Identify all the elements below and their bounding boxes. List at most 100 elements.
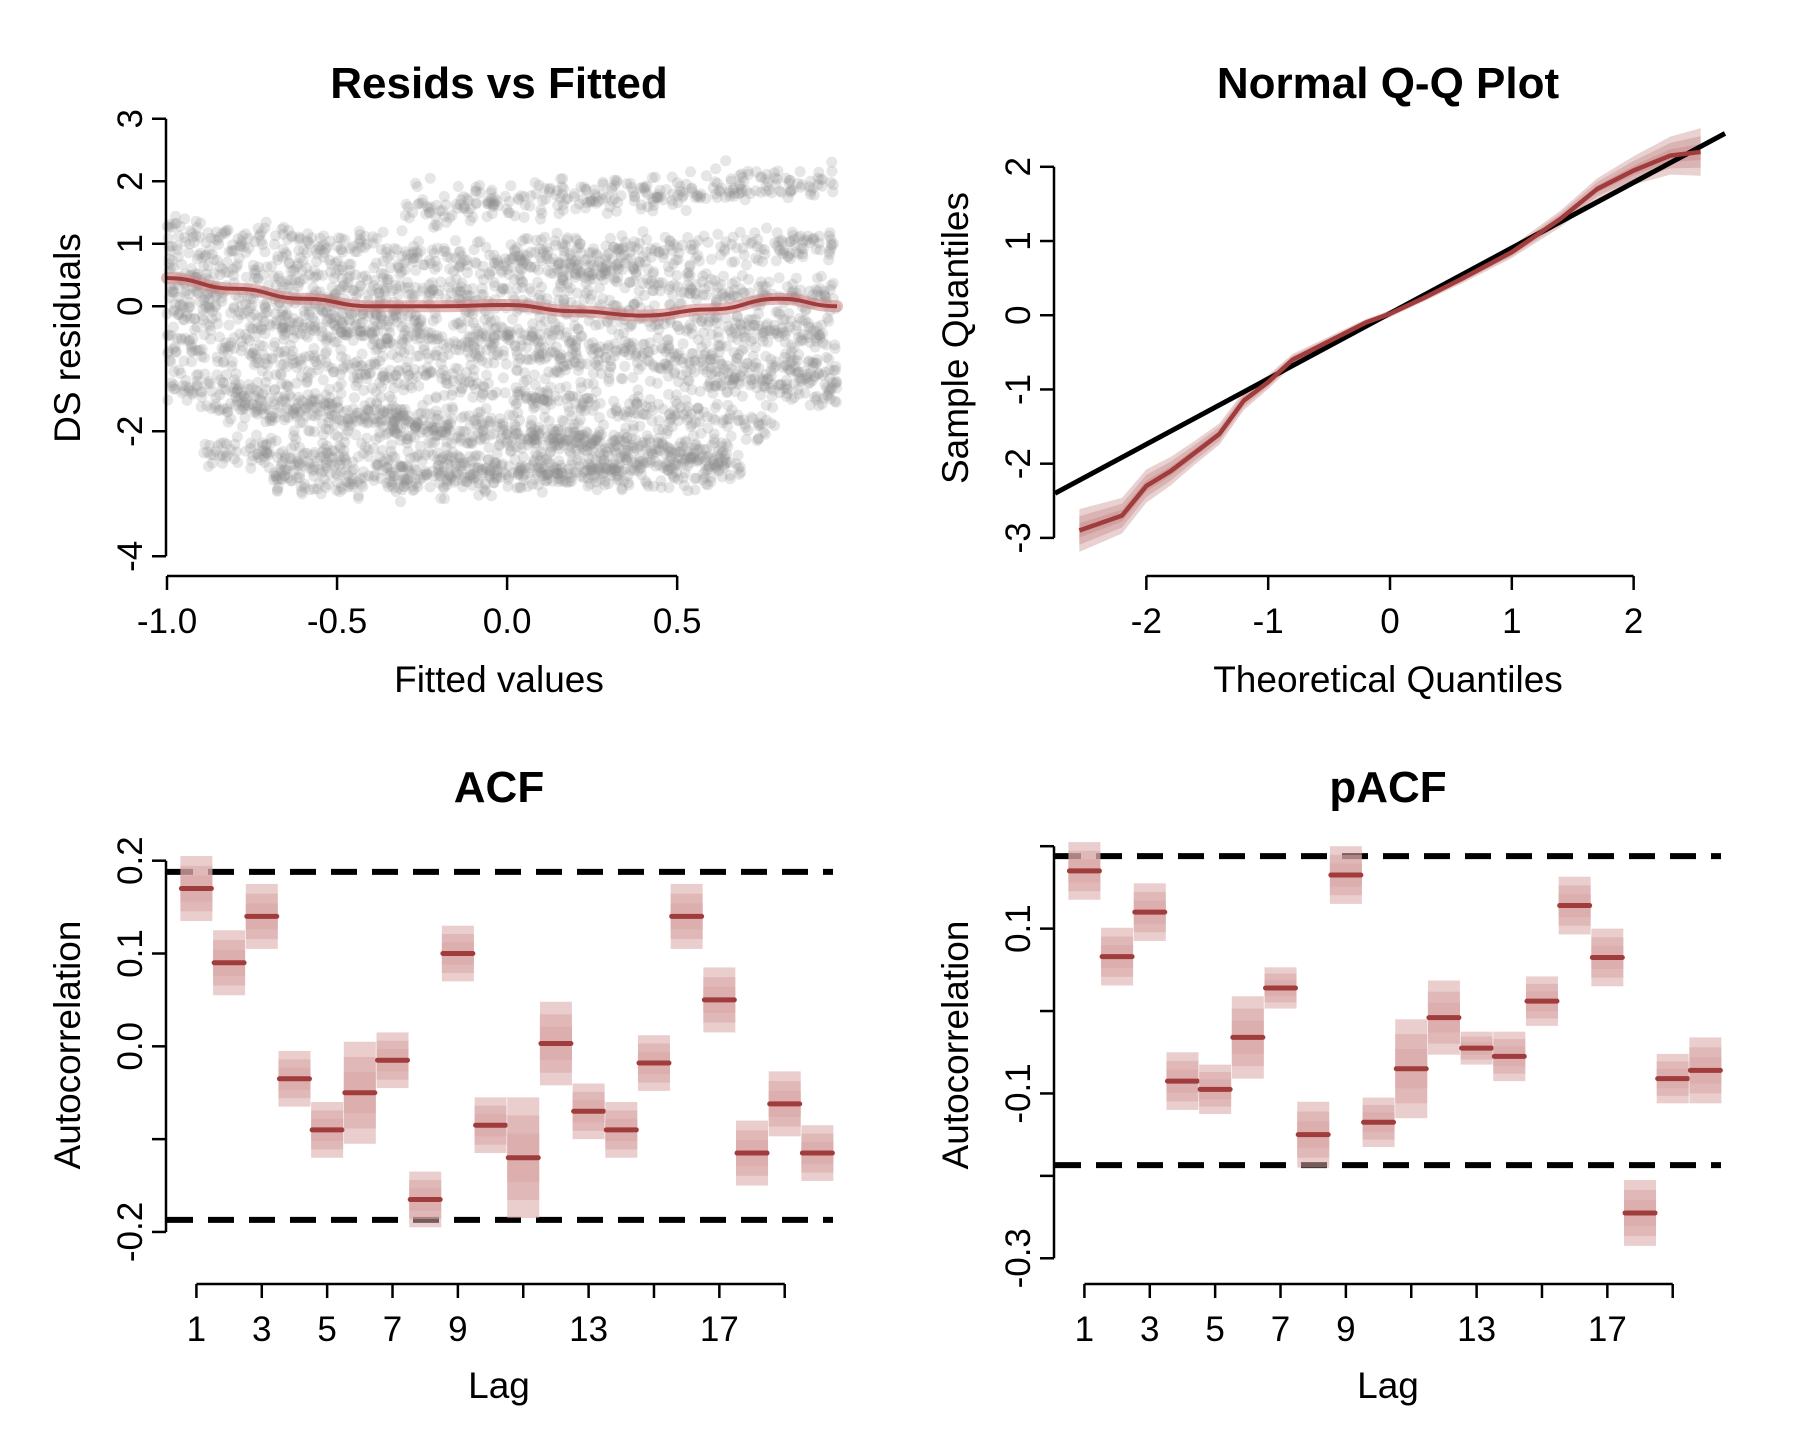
residual-point bbox=[826, 382, 838, 394]
residual-point bbox=[242, 305, 254, 317]
residual-point bbox=[387, 450, 398, 462]
residual-point bbox=[259, 357, 271, 369]
residual-point bbox=[615, 435, 626, 446]
residual-point bbox=[259, 302, 271, 314]
residual-point bbox=[339, 234, 351, 246]
residual-point bbox=[753, 281, 765, 293]
residual-point bbox=[204, 244, 216, 256]
residual-point bbox=[191, 375, 203, 387]
residual-point bbox=[438, 191, 450, 202]
residual-point bbox=[529, 401, 541, 413]
residual-point bbox=[430, 392, 442, 404]
residual-point bbox=[595, 261, 607, 273]
residual-point bbox=[459, 255, 471, 267]
residual-point bbox=[823, 353, 835, 365]
residual-point bbox=[754, 372, 765, 384]
residual-point bbox=[705, 362, 717, 374]
residual-point bbox=[377, 283, 389, 294]
residual-point bbox=[252, 273, 264, 285]
residual-point bbox=[823, 246, 835, 258]
residual-point bbox=[246, 322, 258, 334]
residual-point bbox=[239, 397, 251, 409]
residual-point bbox=[570, 349, 582, 361]
residual-point bbox=[740, 433, 752, 445]
residual-point bbox=[526, 286, 538, 298]
residual-point bbox=[489, 280, 500, 292]
residual-point bbox=[504, 440, 516, 452]
residual-point bbox=[557, 271, 569, 282]
residual-point bbox=[299, 447, 310, 459]
residual-point bbox=[281, 308, 293, 320]
residual-point bbox=[829, 395, 841, 407]
residual-point bbox=[729, 323, 740, 335]
residual-point bbox=[726, 404, 738, 416]
residual-point bbox=[668, 405, 680, 417]
residual-point bbox=[199, 352, 210, 364]
residual-point bbox=[504, 409, 515, 421]
residual-point bbox=[682, 271, 694, 283]
residual-point bbox=[402, 474, 413, 486]
residual-point bbox=[233, 382, 245, 394]
residual-point bbox=[647, 359, 659, 371]
residual-point bbox=[305, 367, 317, 379]
residual-point bbox=[235, 309, 247, 321]
residual-point bbox=[351, 369, 363, 381]
residual-point bbox=[604, 294, 616, 306]
residual-point bbox=[666, 421, 678, 433]
residual-point bbox=[401, 322, 413, 334]
residual-point bbox=[296, 359, 307, 371]
residual-point bbox=[677, 353, 689, 364]
y-tick-label: 0 bbox=[111, 297, 150, 316]
residual-point bbox=[672, 190, 684, 201]
residual-point bbox=[560, 392, 572, 404]
residual-point bbox=[200, 249, 212, 261]
residual-point bbox=[411, 327, 423, 339]
residual-point bbox=[190, 344, 202, 356]
residual-point bbox=[672, 254, 684, 266]
residual-point bbox=[383, 274, 395, 286]
residual-point bbox=[517, 451, 529, 463]
residual-point bbox=[318, 251, 330, 263]
residual-point bbox=[243, 379, 255, 390]
residual-point bbox=[455, 386, 466, 398]
residual-point bbox=[514, 273, 526, 285]
residual-point bbox=[788, 354, 800, 366]
residual-point bbox=[522, 481, 533, 492]
residual-point bbox=[519, 254, 531, 266]
residual-point bbox=[452, 363, 464, 375]
residual-point bbox=[711, 294, 722, 306]
residual-point bbox=[599, 264, 611, 276]
residual-point bbox=[673, 376, 684, 388]
x-tick-label: 0 bbox=[1380, 602, 1399, 641]
residual-point bbox=[594, 397, 606, 409]
residual-point bbox=[204, 320, 216, 332]
residual-point bbox=[749, 373, 761, 385]
residual-point bbox=[170, 346, 182, 357]
residual-point bbox=[656, 437, 668, 449]
residual-point bbox=[367, 339, 379, 350]
residual-point bbox=[374, 377, 385, 389]
residual-point bbox=[333, 232, 345, 244]
y-tick-label: 0.0 bbox=[111, 1022, 150, 1071]
residual-point bbox=[539, 403, 551, 415]
residual-point bbox=[760, 281, 772, 293]
residual-point bbox=[485, 412, 497, 424]
residual-point bbox=[718, 414, 730, 426]
residual-point bbox=[329, 409, 341, 421]
residual-point bbox=[613, 458, 625, 470]
residual-point bbox=[304, 425, 316, 437]
residual-point bbox=[201, 400, 213, 412]
residual-point bbox=[440, 246, 452, 257]
residual-point bbox=[337, 246, 348, 258]
residual-point bbox=[225, 337, 237, 349]
residual-point bbox=[390, 403, 402, 415]
residual-point bbox=[469, 347, 481, 359]
residual-point bbox=[573, 429, 585, 441]
residual-point bbox=[554, 382, 566, 394]
residual-point bbox=[336, 363, 348, 375]
residual-point bbox=[570, 437, 582, 449]
residual-point bbox=[397, 410, 409, 422]
residual-point bbox=[470, 322, 482, 334]
residual-point bbox=[625, 344, 637, 356]
residual-point bbox=[445, 418, 457, 430]
